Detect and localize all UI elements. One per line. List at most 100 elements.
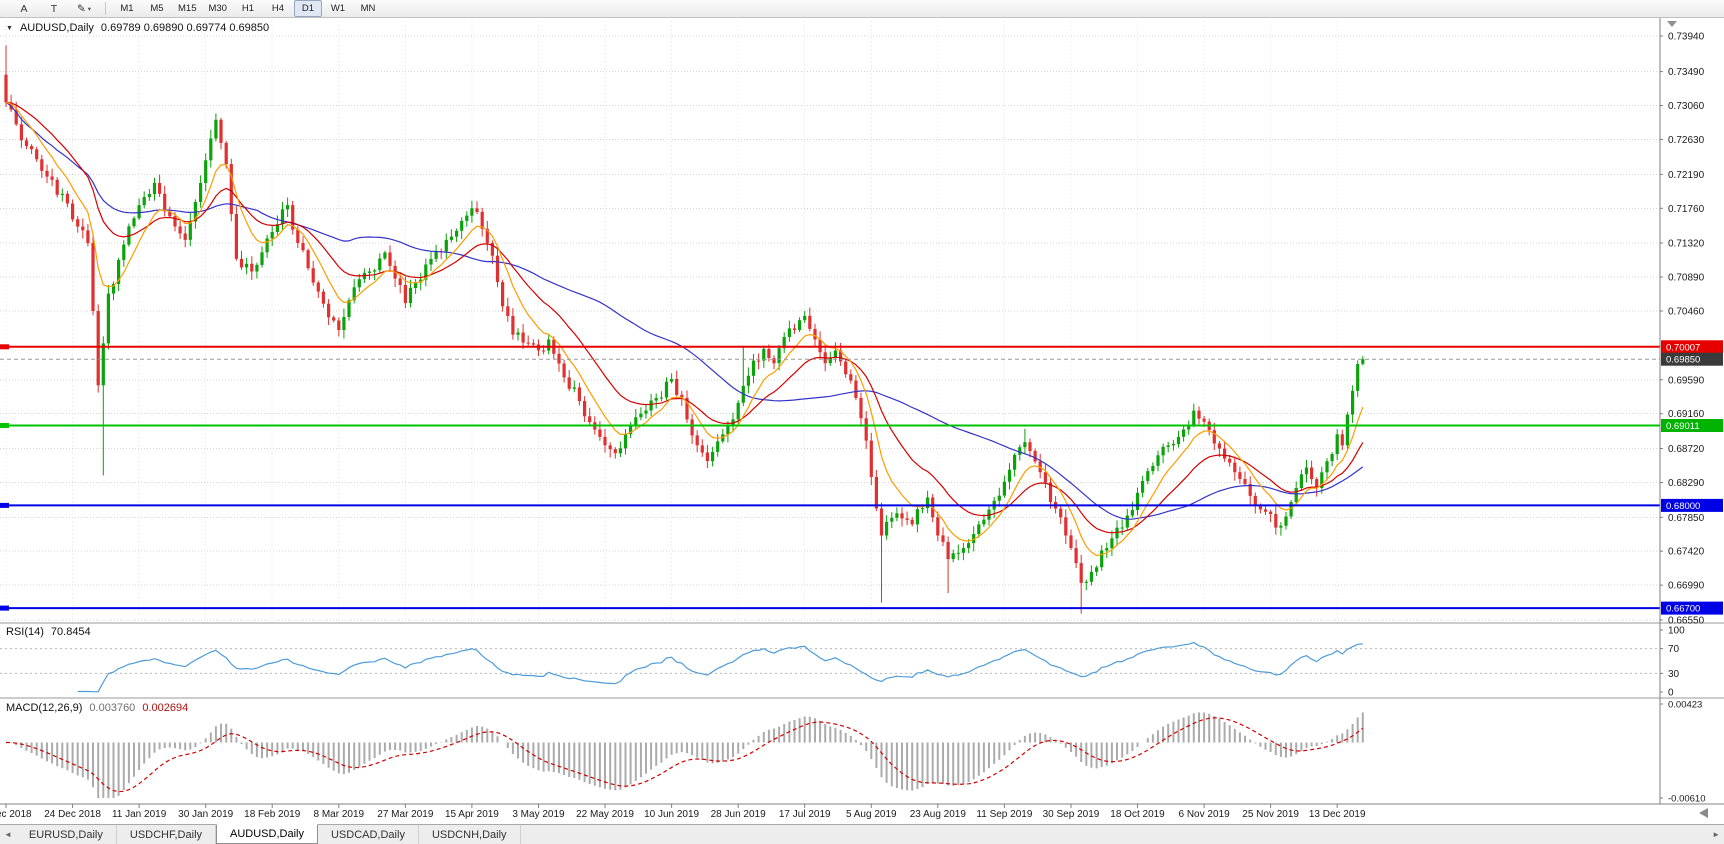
date-axis[interactable]: 5 Dec 2018 24 Dec 2018 11 Jan 2019 30 Jan 2… xyxy=(0,804,1708,820)
line-left-marker xyxy=(0,502,9,508)
svg-text:3 May 2019: 3 May 2019 xyxy=(512,809,565,820)
chart-tab-eurusd[interactable]: EURUSD,Daily xyxy=(16,825,117,844)
price-lines[interactable] xyxy=(0,344,1660,611)
svg-text:0.71760: 0.71760 xyxy=(1668,204,1705,215)
timeframe-w1-button[interactable]: W1 xyxy=(330,3,346,14)
price-tag xyxy=(1661,419,1723,432)
chart-tab-audusd[interactable]: AUDUSD,Daily xyxy=(216,824,318,844)
svg-text:23 Aug 2019: 23 Aug 2019 xyxy=(910,809,967,820)
svg-text:0.73490: 0.73490 xyxy=(1668,67,1705,78)
svg-text:28 Jun 2019: 28 Jun 2019 xyxy=(711,809,766,820)
chart-shift-marker-icon[interactable] xyxy=(1667,21,1677,27)
timeframe-m30-button[interactable]: M30 xyxy=(208,3,227,14)
svg-text:0.69850: 0.69850 xyxy=(1666,355,1700,366)
symbol-dropdown-icon[interactable]: ▼ xyxy=(6,24,13,32)
chart-tabs: EURUSD,Daily USDCHF,Daily AUDUSD,Daily USDC… xyxy=(16,824,521,844)
timeframe-mn-button[interactable]: MN xyxy=(360,3,376,14)
svg-text:8 Mar 2019: 8 Mar 2019 xyxy=(314,809,365,820)
crosshair-tool-icon: T xyxy=(50,2,58,15)
drawing-tools-icon: ✎ xyxy=(76,2,86,15)
chart-tab-usdcad[interactable]: USDCAD,Daily xyxy=(318,825,419,844)
main-grid xyxy=(0,21,1660,621)
svg-text:0.67420: 0.67420 xyxy=(1668,547,1705,558)
scroll-to-end-icon[interactable] xyxy=(1699,808,1708,818)
timeframe-d1-button[interactable]: D1 xyxy=(293,0,322,17)
price-tags: 0.70007 0.69850 0.69011 0.68000 0.66700 xyxy=(1661,340,1723,615)
svg-text:22 May 2019: 22 May 2019 xyxy=(576,809,634,820)
tab-scroll-left-icon[interactable]: ◄ xyxy=(4,830,12,839)
svg-text:25 Nov 2019: 25 Nov 2019 xyxy=(1242,809,1299,820)
tab-scroll-right-icon[interactable]: ► xyxy=(1712,830,1720,839)
drawing-tools-button[interactable]: ✎ ▾ xyxy=(70,0,98,17)
svg-text:0.72190: 0.72190 xyxy=(1668,170,1705,181)
svg-text:0.70460: 0.70460 xyxy=(1668,307,1705,318)
svg-text:0.73940: 0.73940 xyxy=(1668,32,1705,43)
chart-canvas[interactable]: 0.73940 0.73490 0.73060 0.72630 0.72190 0.717… xyxy=(0,18,1724,824)
panel-frames xyxy=(0,18,1724,805)
svg-text:17 Jul 2019: 17 Jul 2019 xyxy=(779,809,831,820)
svg-text:18 Feb 2019: 18 Feb 2019 xyxy=(244,809,301,820)
svg-text:6 Nov 2019: 6 Nov 2019 xyxy=(1179,809,1231,820)
svg-text:18 Oct 2019: 18 Oct 2019 xyxy=(1110,809,1165,820)
svg-text:0.72630: 0.72630 xyxy=(1668,135,1705,146)
price-tag xyxy=(1661,340,1723,354)
svg-text:15 Apr 2019: 15 Apr 2019 xyxy=(445,809,499,820)
svg-text:5 Dec 2018: 5 Dec 2018 xyxy=(0,809,32,820)
svg-text:-0.00610: -0.00610 xyxy=(1668,794,1706,805)
svg-text:70: 70 xyxy=(1668,644,1680,655)
svg-text:30 Jan 2019: 30 Jan 2019 xyxy=(178,809,233,820)
timeframe-h4-button[interactable]: H4 xyxy=(271,3,285,14)
timeframe-buttons: M1 M5 M15 M30 H1 H4 D1 W1 MN xyxy=(113,0,382,17)
candlesticks xyxy=(4,45,1365,614)
line-left-marker xyxy=(0,344,9,350)
moving-averages xyxy=(5,101,1364,557)
svg-text:0.70890: 0.70890 xyxy=(1668,273,1705,284)
toolbar-tools: A T ✎ ▾ xyxy=(10,0,98,17)
svg-text:0.71320: 0.71320 xyxy=(1668,239,1705,250)
svg-text:0.68290: 0.68290 xyxy=(1668,478,1705,489)
svg-text:100: 100 xyxy=(1668,626,1685,637)
svg-text:0: 0 xyxy=(1668,688,1674,699)
chart-tab-usdchf[interactable]: USDCHF,Daily xyxy=(117,825,217,844)
svg-text:30 Sep 2019: 30 Sep 2019 xyxy=(1043,809,1100,820)
toolbar: A T ✎ ▾ M1 M5 M15 M30 H1 H4 D1 W1 MN xyxy=(0,0,1724,18)
price-axis[interactable]: 0.73940 0.73490 0.73060 0.72630 0.72190 0.717… xyxy=(1660,32,1705,627)
chart-tabbar: ◄ EURUSD,Daily USDCHF,Daily AUDUSD,Daily US… xyxy=(0,824,1724,844)
toolbar-separator xyxy=(105,2,106,15)
cursor-tool-button[interactable]: A xyxy=(10,0,38,17)
svg-text:0.66700: 0.66700 xyxy=(1666,604,1700,615)
svg-text:10 Jun 2019: 10 Jun 2019 xyxy=(644,809,699,820)
macd-panel: 0.00423 -0.00610 xyxy=(5,700,1706,805)
svg-text:24 Dec 2018: 24 Dec 2018 xyxy=(44,809,101,820)
cursor-tool-icon: A xyxy=(20,2,28,15)
price-tag xyxy=(1661,498,1723,512)
svg-text:0.68720: 0.68720 xyxy=(1668,444,1705,455)
svg-text:0.69590: 0.69590 xyxy=(1668,375,1705,386)
price-tag xyxy=(1661,601,1723,615)
svg-text:0.00423: 0.00423 xyxy=(1668,700,1702,711)
line-left-marker xyxy=(0,605,9,611)
svg-text:11 Sep 2019: 11 Sep 2019 xyxy=(976,809,1032,820)
svg-text:0.69011: 0.69011 xyxy=(1666,421,1700,432)
price-tag xyxy=(1661,352,1723,366)
crosshair-tool-button[interactable]: T xyxy=(40,0,68,17)
line-left-marker xyxy=(0,423,9,428)
svg-text:0.70007: 0.70007 xyxy=(1666,342,1700,353)
svg-text:5 Aug 2019: 5 Aug 2019 xyxy=(846,809,897,820)
svg-text:0.68000: 0.68000 xyxy=(1666,501,1700,512)
svg-text:13 Dec 2019: 13 Dec 2019 xyxy=(1309,809,1366,820)
timeframe-m5-button[interactable]: M5 xyxy=(150,3,164,14)
svg-text:0.66990: 0.66990 xyxy=(1668,581,1705,592)
svg-text:30: 30 xyxy=(1668,669,1680,680)
timeframe-m1-button[interactable]: M1 xyxy=(120,3,134,14)
timeframe-m15-button[interactable]: M15 xyxy=(178,3,197,14)
svg-text:0.73060: 0.73060 xyxy=(1668,101,1705,112)
dropdown-caret-icon: ▾ xyxy=(87,5,92,13)
svg-text:0.67850: 0.67850 xyxy=(1668,513,1705,524)
chart-area[interactable]: 0.73940 0.73490 0.73060 0.72630 0.72190 0.717… xyxy=(0,18,1724,824)
chart-tab-usdcnh[interactable]: USDCNH,Daily xyxy=(419,825,521,844)
svg-text:11 Jan 2019: 11 Jan 2019 xyxy=(112,809,167,820)
svg-text:0.66550: 0.66550 xyxy=(1668,616,1705,627)
timeframe-h1-button[interactable]: H1 xyxy=(241,3,255,14)
